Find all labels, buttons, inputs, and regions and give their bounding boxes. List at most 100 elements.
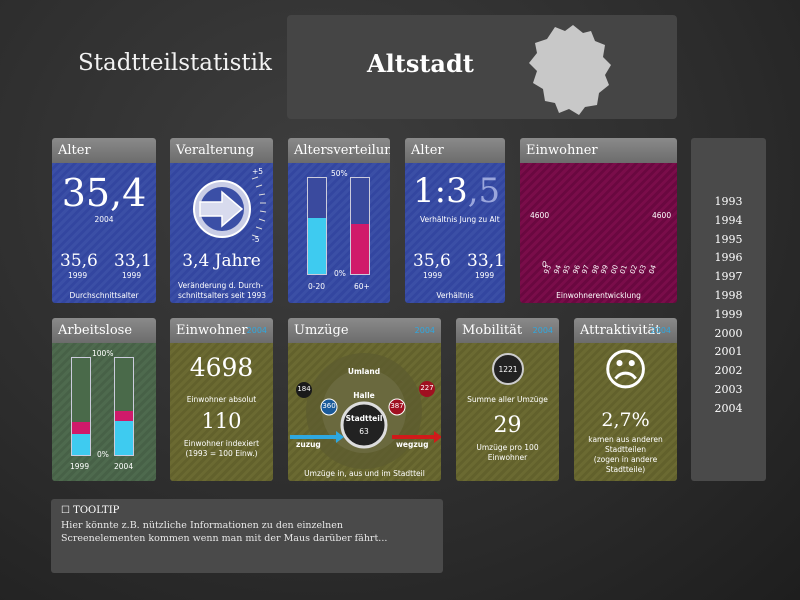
card-title: Arbeitslose [52,318,156,343]
age-bar-young [307,177,327,275]
attractiveness-line4: Stadtteile) [605,465,646,474]
chart-zero-label: 0 [542,260,547,269]
x-tick-label: 00 [608,263,620,275]
district-name: Altstadt [367,49,474,78]
label-halle: Halle [353,391,375,400]
attractiveness-line1: kamen aus anderen [588,435,663,444]
moves-total-label: Summe aller Umzüge [467,395,548,404]
tooltip-line-1: Hier könnte z.B. nützliche Informationen… [61,520,344,531]
card-title: Veralterung [170,138,273,163]
attractiveness-value: 2,7% [601,409,650,431]
attractiveness-line2: Stadtteilen [604,445,647,454]
moves-circle [492,353,524,385]
population-indexed: 110 [201,409,242,433]
year-item-2002[interactable]: 2002 [714,364,743,378]
card-attraktivitaet[interactable]: Attraktivität 2004 ☹ 2,7% kamen aus ander… [574,318,677,481]
card-title: Umzüge [294,323,349,338]
card-einwohner[interactable]: Einwohner 2004 4698 Einwohner absolut 110… [170,318,273,481]
x-tick-label: 95 [561,263,573,275]
year-item-2000[interactable]: 2000 [714,326,743,340]
page-title: Stadtteilstatistik [78,50,272,76]
card-caption: Verhältnis [436,291,474,300]
x-tick-label: 94 [551,263,563,275]
moves-per-100-label-2: Einwohner [487,453,528,462]
population-absolute-label: Einwohner absolut [186,395,257,404]
unemployment-bar-1999-fill [72,422,90,455]
ratio-year-1: 1999 [423,271,443,280]
bubble-360[interactable]: 360 [322,402,336,410]
card-verhaeltnis[interactable]: Alter 1:3,5 Verhältnis Jung zu Alt 35,6 … [405,138,505,303]
year-item-2003[interactable]: 2003 [714,383,743,396]
card-caption-line1: Veränderung d. Durch- [178,281,264,290]
card-title: Einwohner [176,323,248,338]
chart-right-value: 4600 [652,211,672,220]
card-mobilitaet[interactable]: Mobilität 2004 1221 Summe aller Umzüge 29… [456,318,559,481]
ratio-sub: Verhältnis Jung zu Alt [420,215,500,224]
year-item-1998[interactable]: 1998 [714,289,743,302]
year-item-2001[interactable]: 2001 [714,345,743,359]
year-item-2004[interactable]: 2004 [714,401,743,415]
gauge-minus-label: -5 [252,235,260,244]
year-item-1996[interactable]: 1996 [714,251,743,265]
bar-top-label: 100% [92,349,114,358]
chart-x-labels: 93 94 95 96 97 98 99 00 01 02 03 04 [542,263,660,287]
attractiveness-line3: (zogen in andere [593,455,658,464]
bar-left-label: 0-20 [308,282,326,291]
ratio-value: 1:3,5 [413,171,500,211]
card-caption: Durchschnittsalter [69,291,139,300]
moves-per-100-value: 29 [493,413,522,438]
bar-zero-label: 0% [97,450,109,459]
bar-top-label: 50% [331,169,348,178]
age-bar-young-fill [308,218,326,274]
population-indexed-label: Einwohner indexiert [183,439,260,448]
card-title: Altersverteilung [288,138,390,163]
year-item-1999[interactable]: 1999 [714,307,743,321]
age-year-1: 1999 [68,271,88,280]
gauge-plus-label: +5 [252,167,264,176]
bar-left-label: 1999 [70,462,90,471]
card-arbeitslose[interactable]: Arbeitslose 100% 0% 1999 2004 [52,318,156,481]
unemployment-bar-2004-fill [115,411,133,455]
stadtteil-value: 63 [359,427,369,436]
age-bar-old-fill [351,224,369,274]
year-item-1994[interactable]: 1994 [714,213,743,227]
card-umzuege[interactable]: Umzüge 2004 Umland Halle Stadtteil 63 184… [288,318,441,481]
bubble-387[interactable]: 387 [390,402,404,410]
bar-right-label: 2004 [114,462,134,471]
bubble-184[interactable]: 184 [297,385,311,393]
card-caption: Umzüge in, aus und im Stadtteil [304,469,425,478]
x-tick-label: 97 [580,263,592,275]
ratio-main: 1:3 [413,171,468,211]
trend-gauge-icon [193,176,267,238]
x-tick-label: 02 [627,263,639,275]
x-tick-label: 99 [599,263,611,275]
tooltip-title: ☐ TOOLTIP [61,505,120,516]
migration-diagram [290,353,441,469]
year-item-1993[interactable]: 1993 [714,195,743,208]
x-tick-label: 98 [589,263,601,275]
card-alter[interactable]: Alter 35,4 2004 35,6 1999 33,1 1999 Durc… [52,138,156,303]
card-title: Alter [405,138,505,163]
district-map-icon[interactable] [525,23,615,115]
label-wegzug: wegzug [396,440,429,449]
age-value-1: 35,6 [60,251,98,271]
year-item-1995[interactable]: 1995 [714,232,743,246]
card-caption: Einwohnerentwicklung [556,291,641,300]
x-tick-label: 93 [542,263,554,275]
x-tick-label: 01 [618,263,630,275]
bar-zero-label: 0% [334,269,346,278]
age-bar-old [350,177,370,275]
district-header: Altstadt [287,15,677,119]
moves-per-100-label: Umzüge pro 100 [476,443,539,452]
label-stadtteil: Stadtteil [345,414,383,423]
card-einwohner-chart[interactable]: Einwohner 4600 4600 0 93 94 95 96 97 98 99 00 01… [520,138,677,303]
card-year: 2004 [532,326,553,335]
year-item-1997[interactable]: 1997 [714,270,743,284]
year-selector[interactable]: 1993 1994 1995 1996 1997 1998 1999 2000 2001 2002… [691,138,766,481]
card-caption-line2: schnittsalters seit 1993 [178,291,267,300]
bubble-227[interactable]: 227 [420,384,434,392]
card-altersverteilung[interactable]: Altersverteilung 50% 0% 0-20 60+ [288,138,390,303]
card-veralterung[interactable]: Veralterung +5 -5 3,4 Jahre Veränderung … [170,138,273,303]
label-umland: Umland [347,367,381,376]
sad-face-icon: ☹ [602,345,649,396]
